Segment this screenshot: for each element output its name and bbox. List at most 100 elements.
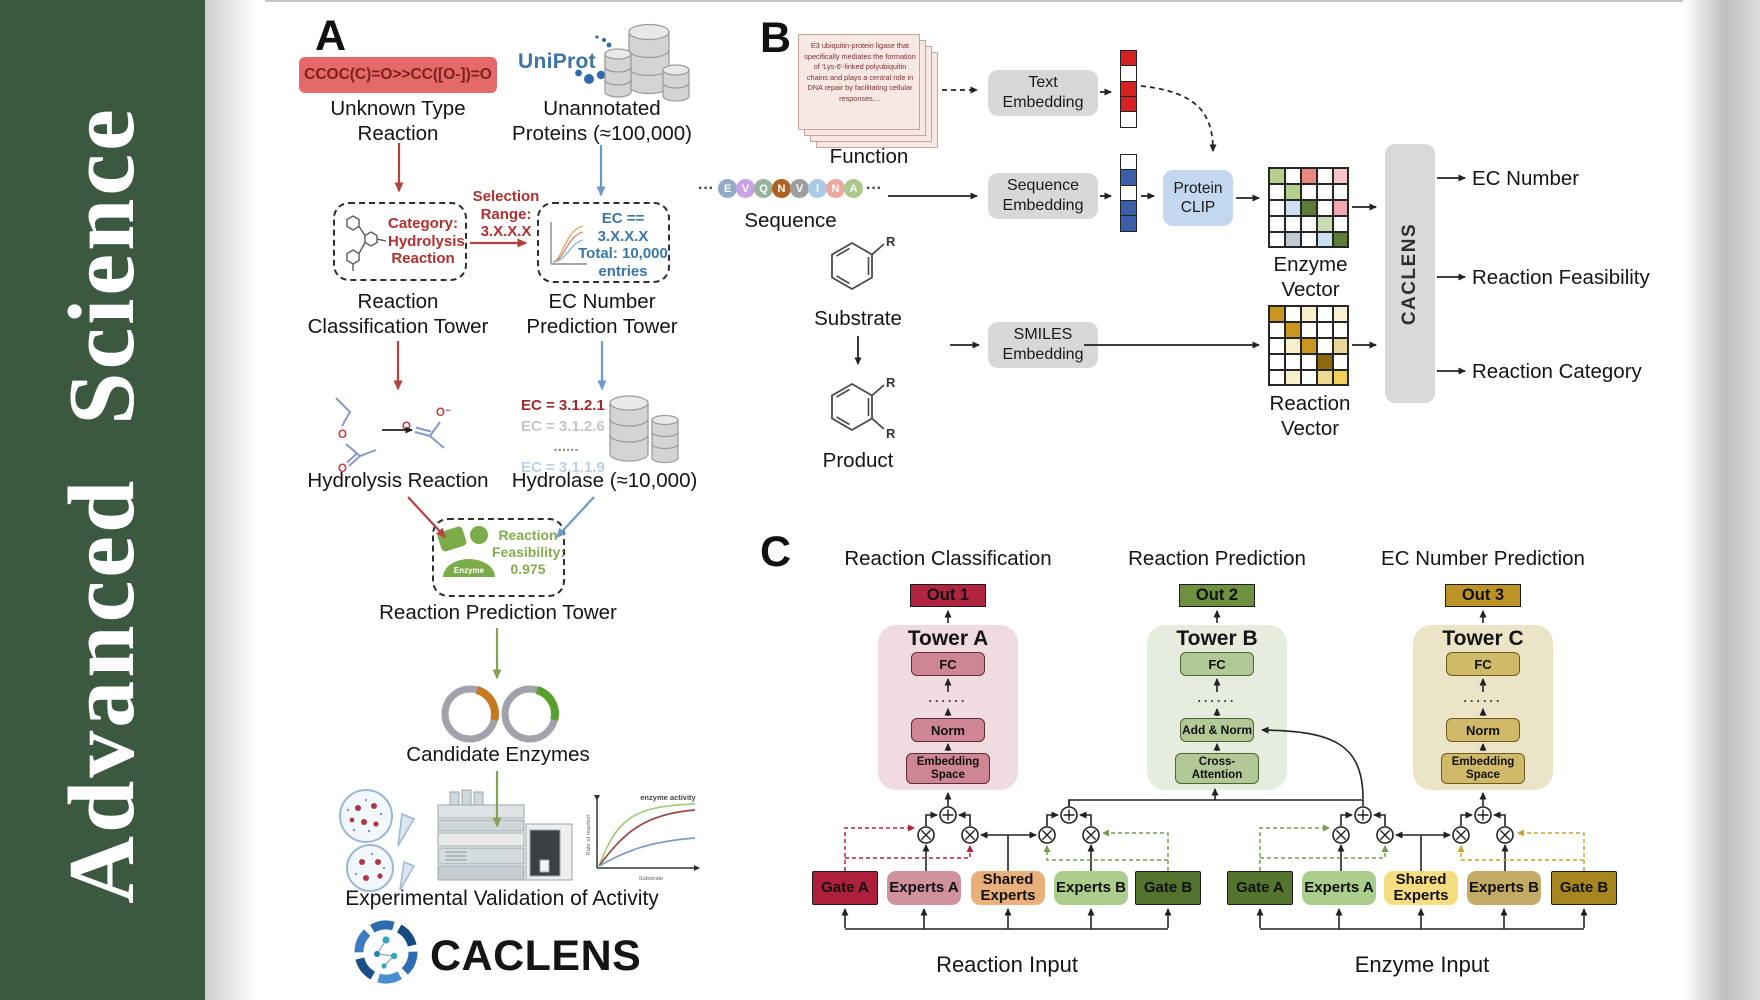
tower-a-dots: ······ xyxy=(928,694,968,708)
tower-c-dots: ······ xyxy=(1463,694,1503,708)
title-reaction-prediction: Reaction Prediction xyxy=(1128,547,1306,570)
caclens-wordmark: CACLENS xyxy=(430,932,642,980)
function-text: E3 ubiquitin-protein ligase that specifi… xyxy=(804,41,916,103)
label-experimental-validation: Experimental Validation of Activity xyxy=(345,887,659,910)
label-unknown-type-reaction: Unknown Type Reaction xyxy=(330,97,466,145)
ec-result-list: EC = 3.1.2.1 EC = 3.1.2.6 ...... EC = 3.… xyxy=(521,396,611,479)
residue-circle-q: Q xyxy=(753,179,773,198)
product-structure: R R xyxy=(831,375,896,441)
label-candidate-enzymes: Candidate Enzymes xyxy=(406,743,590,766)
svg-text:O: O xyxy=(338,463,347,474)
label-function: Function xyxy=(829,145,909,168)
tower-c-norm-layer: Norm xyxy=(1446,718,1520,742)
tower-a: Tower A FC ······ Norm Embedding Space xyxy=(878,625,1018,790)
output-reaction-category: Reaction Category xyxy=(1472,360,1642,383)
svg-text:O⁻: O⁻ xyxy=(436,407,451,419)
smiles-string: CCOC(C)=O>>CC([O-])=O xyxy=(304,66,492,83)
sequence-ellipsis-left: ··· xyxy=(698,179,714,197)
molecule-sketch-icon xyxy=(346,215,387,271)
enzyme-shared-experts-box: Shared Experts xyxy=(1384,871,1458,905)
kinetics-plot-title: enzyme activity xyxy=(640,793,696,802)
reaction-gate-a-box: Gate A xyxy=(812,871,878,905)
caclens-logo-icon xyxy=(354,920,418,984)
text-embedding-box: Text Embedding xyxy=(988,70,1098,116)
tower-b-label: Tower B xyxy=(1176,627,1258,650)
svg-text:O: O xyxy=(338,429,347,441)
ec-result-dots: ...... xyxy=(553,438,579,456)
title-ec-number-prediction: EC Number Prediction xyxy=(1381,547,1585,570)
protein-clip-box: Protein CLIP xyxy=(1163,170,1233,226)
label-hydrolase-count: Hydrolase (≈10,000) xyxy=(511,469,698,492)
label-enzyme-vector: Enzyme Vector xyxy=(1273,253,1348,301)
substrate-structure: R xyxy=(831,234,896,291)
label-unannotated-proteins: Unannotated Proteins (≈100,000) xyxy=(512,97,692,145)
uniprot-wordmark: UniProt xyxy=(518,50,596,73)
category-hydrolysis-text: Category: Hydrolysis Reaction xyxy=(388,215,465,268)
label-sequence: Sequence xyxy=(744,209,837,232)
out2-box: Out 2 xyxy=(1179,584,1255,607)
enzyme-icon-label: Enzyme xyxy=(454,566,485,575)
enzyme-icon: Enzyme xyxy=(437,526,495,577)
ec-result-3: EC = 3.1.1.9 xyxy=(521,459,605,477)
enzyme-gate-b-box: Gate B xyxy=(1551,871,1617,905)
tower-a-norm-layer: Norm xyxy=(911,718,985,742)
residue-circle-a: A xyxy=(843,179,863,198)
substrate-r-label: R xyxy=(886,234,896,249)
feasibility-box xyxy=(432,518,565,597)
hplc-instrument-icon xyxy=(437,789,573,881)
tower-b: Tower B FC ······ Add & Norm Cross-Atten… xyxy=(1147,625,1287,790)
hydrolysis-reaction-structures: O O O⁻ O xyxy=(335,397,451,474)
enzyme-vector-matrix xyxy=(1268,167,1350,249)
tower-c-fc-layer: FC xyxy=(1446,652,1520,676)
text-embedding-vector xyxy=(1120,50,1137,129)
label-reaction-prediction-tower: Reaction Prediction Tower xyxy=(379,601,617,624)
journal-brand: Advanced Science xyxy=(50,106,154,904)
label-reaction-input: Reaction Input xyxy=(936,952,1078,977)
smiles-embedding-box: SMILES Embedding xyxy=(988,322,1098,368)
label-reaction-classification-tower: Reaction Classification Tower xyxy=(307,290,489,338)
out1-box: Out 1 xyxy=(910,584,986,607)
tower-b-fc-layer: FC xyxy=(1180,652,1254,676)
tower-a-label: Tower A xyxy=(907,627,989,650)
product-r1-label: R xyxy=(886,375,896,390)
tower-b-dots: ······ xyxy=(1197,694,1237,708)
function-card-front: E3 ubiquitin-protein ligase that specifi… xyxy=(798,34,920,130)
residue-sequence: ··· E V Q N V I N A ··· xyxy=(694,179,886,198)
microscopy-samples-icon xyxy=(339,789,416,892)
kinetics-plot-xlabel: Substrate xyxy=(639,876,664,882)
enzyme-gate-a-box: Gate A xyxy=(1227,871,1293,905)
smiles-reaction-box: CCOC(C)=O>>CC([O-])=O xyxy=(299,57,497,93)
panel-b-label: B xyxy=(760,14,792,62)
tower-b-addnorm-layer: Add & Norm xyxy=(1180,718,1254,742)
selection-range-label: Selection Range: 3.X.X.X xyxy=(472,188,540,241)
ec-result-1: EC = 3.1.2.1 xyxy=(521,397,605,414)
plasmid-icons xyxy=(441,685,559,743)
enzyme-experts-a-box: Experts A xyxy=(1302,871,1376,905)
sequence-embedding-vector xyxy=(1120,154,1137,233)
caclens-block: CACLENS xyxy=(1385,144,1435,403)
sequence-embedding-box: Sequence Embedding xyxy=(988,173,1098,219)
ec-filter-box xyxy=(537,202,670,283)
panel-c-label: C xyxy=(760,528,792,576)
label-substrate: Substrate xyxy=(814,307,902,330)
output-ec-number: EC Number xyxy=(1472,167,1580,190)
residue-circle-v2: V xyxy=(789,179,809,198)
residue-circle-n1: N xyxy=(771,179,791,198)
label-reaction-vector: Reaction Vector xyxy=(1269,392,1351,440)
residue-circle-e: E xyxy=(717,179,737,198)
page-left-shadow xyxy=(205,0,267,1000)
svg-text:O: O xyxy=(402,421,411,433)
ec-result-2: EC = 3.1.2.6 xyxy=(521,417,605,435)
tower-c-embedding-layer: Embedding Space xyxy=(1441,753,1525,784)
kinetics-plot: enzyme activity Rate of reaction Substra… xyxy=(586,793,700,882)
label-hydrolysis-reaction: Hydrolysis Reaction xyxy=(307,469,489,492)
title-reaction-classification: Reaction Classification xyxy=(844,547,1052,570)
output-reaction-feasibility: Reaction Feasibility xyxy=(1472,266,1650,289)
feasibility-text: Reaction Feasibility: 0.975 xyxy=(492,527,566,577)
label-enzyme-input: Enzyme Input xyxy=(1354,952,1490,977)
page-top-edge xyxy=(265,0,1683,2)
ec-filter-text: EC == 3.X.X.X Total: 10,000 entries xyxy=(578,210,668,281)
kinetics-plot-ylabel: Rate of reaction xyxy=(586,815,592,856)
label-product: Product xyxy=(822,449,894,472)
